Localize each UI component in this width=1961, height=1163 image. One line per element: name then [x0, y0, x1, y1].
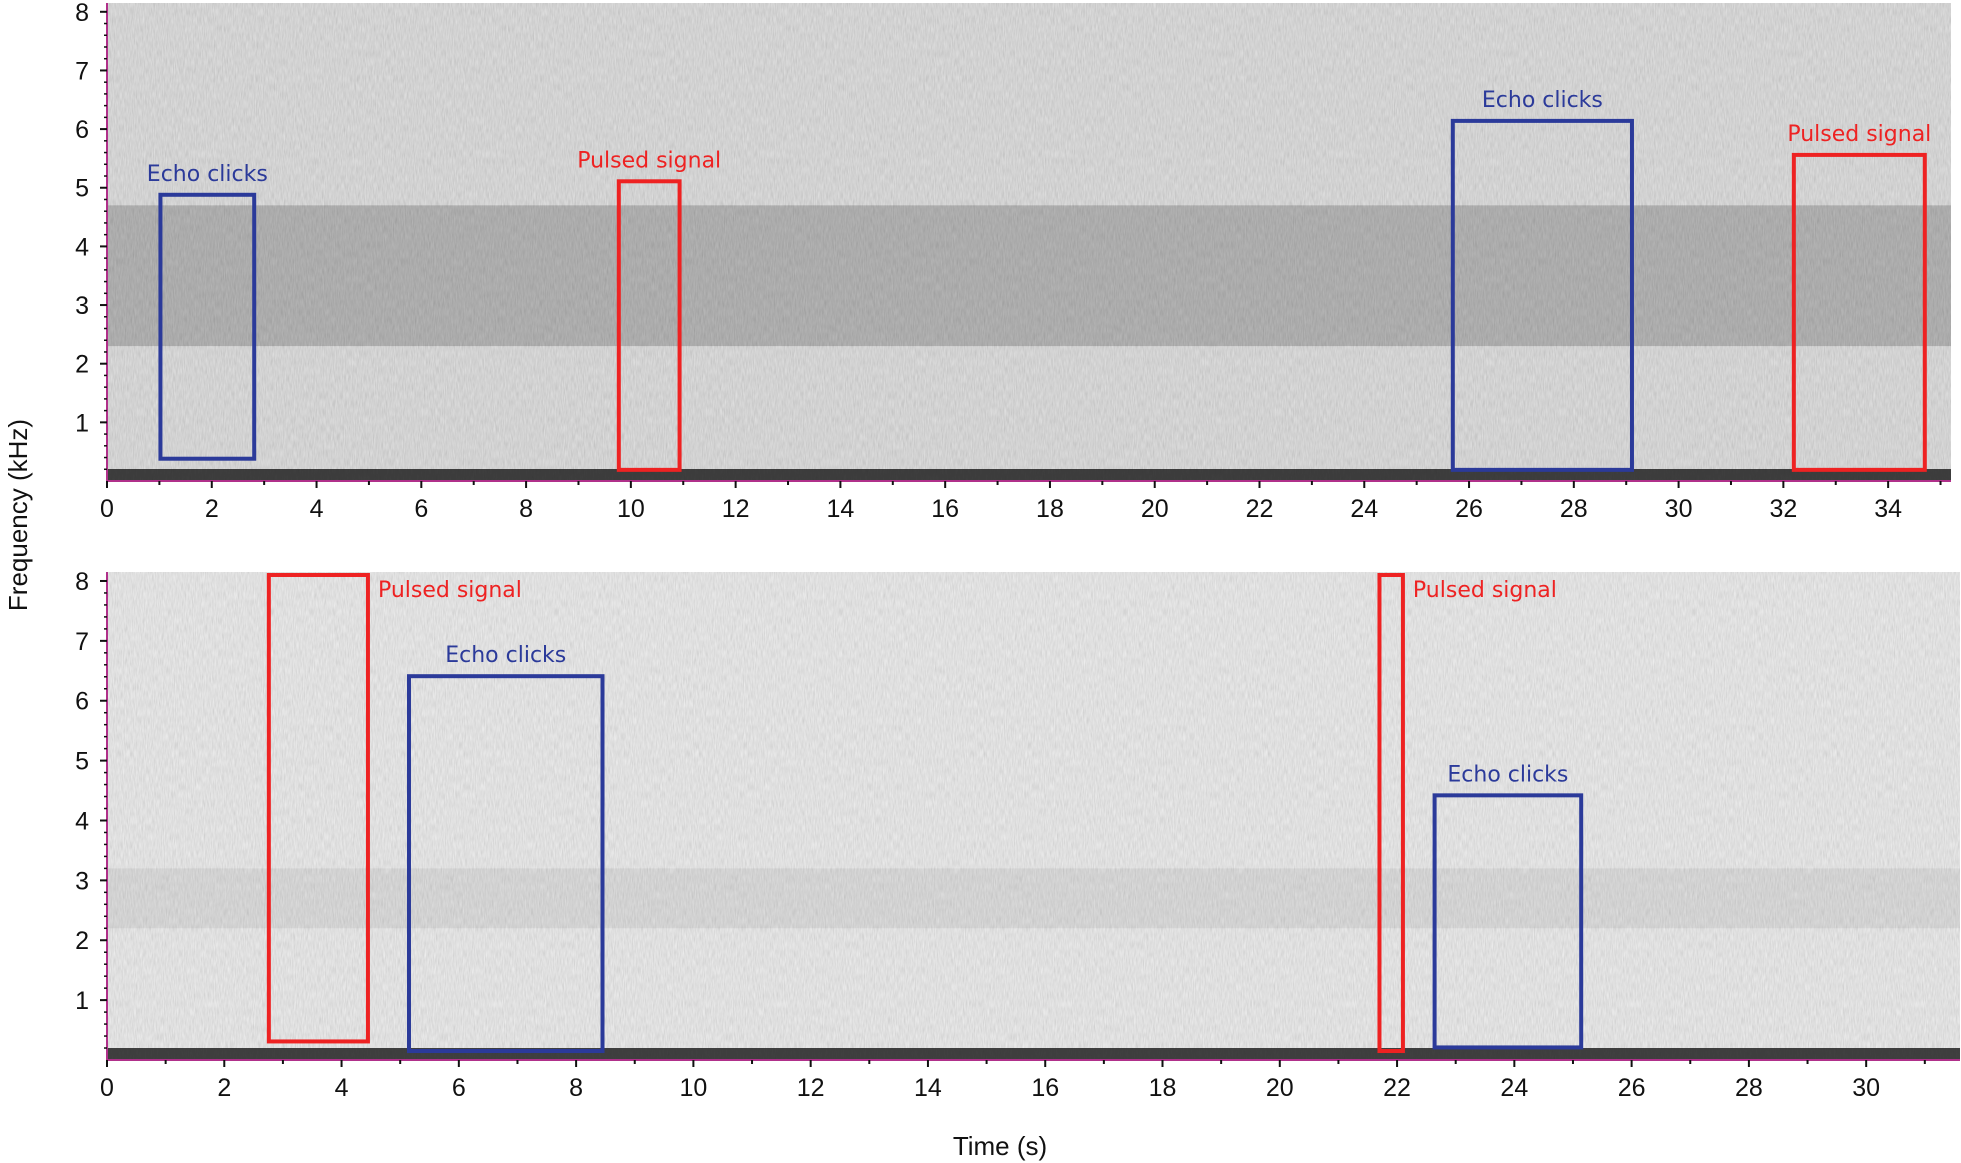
pulsed-signal-box [1791, 152, 1927, 472]
echo-clicks-label: Echo clicks [1482, 88, 1603, 113]
x-tick-label: 10 [617, 495, 645, 523]
x-tick-label: 22 [1383, 1074, 1411, 1102]
spectrogram-noise [107, 572, 1960, 1060]
x-tick-label: 18 [1149, 1074, 1177, 1102]
y-tick-label: 6 [75, 116, 89, 144]
y-tick-label: 5 [75, 748, 89, 776]
x-tick-label: 30 [1852, 1074, 1880, 1102]
energy-band [107, 205, 1951, 347]
x-tick-label: 24 [1350, 495, 1378, 523]
x-tick-label: 0 [100, 495, 114, 523]
x-tick-label: 20 [1266, 1074, 1294, 1102]
x-tick-label: 24 [1500, 1074, 1528, 1102]
pulsed-signal-label: Pulsed signal [577, 148, 721, 173]
y-tick-label: 2 [75, 927, 89, 955]
y-tick-label: 8 [75, 0, 89, 27]
y-tick-label: 4 [75, 233, 89, 261]
x-tick-label: 12 [722, 495, 750, 523]
y-tick-label: 7 [75, 628, 89, 656]
x-tick-label: 8 [519, 495, 533, 523]
y-axis-title: Frequency (kHz) [3, 419, 33, 611]
x-tick-label: 14 [827, 495, 855, 523]
x-tick-label: 26 [1618, 1074, 1646, 1102]
x-tick-label: 22 [1246, 495, 1274, 523]
pulsed-signal-label: Pulsed signal [1787, 122, 1931, 147]
echo-clicks-box [406, 674, 605, 1054]
x-tick-label: 6 [414, 495, 428, 523]
pulsed-signal-box [616, 179, 682, 472]
x-tick-label: 10 [679, 1074, 707, 1102]
low-frequency-noise [107, 1048, 1960, 1060]
x-tick-label: 26 [1455, 495, 1483, 523]
x-tick-label: 12 [797, 1074, 825, 1102]
echo-clicks-label: Echo clicks [147, 162, 268, 187]
echo-clicks-label: Echo clicks [1447, 762, 1568, 787]
x-axis-title: Time (s) [953, 1131, 1047, 1161]
echo-clicks-box [158, 192, 257, 461]
echo-clicks-box [1432, 793, 1584, 1050]
y-tick-label: 4 [75, 807, 89, 835]
x-tick-label: 30 [1665, 495, 1693, 523]
x-tick-label: 20 [1141, 495, 1169, 523]
y-tick-label: 3 [75, 292, 89, 320]
x-tick-label: 28 [1560, 495, 1588, 523]
x-tick-label: 14 [914, 1074, 942, 1102]
x-tick-label: 8 [569, 1074, 583, 1102]
energy-band [107, 868, 1960, 929]
x-tick-label: 18 [1036, 495, 1064, 523]
y-tick-label: 1 [75, 987, 89, 1015]
x-tick-label: 16 [931, 495, 959, 523]
x-tick-label: 16 [1031, 1074, 1059, 1102]
y-tick-label: 1 [75, 409, 89, 437]
pulsed-signal-label: Pulsed signal [378, 578, 522, 603]
echo-clicks-box [1450, 118, 1634, 472]
x-tick-label: 4 [310, 495, 324, 523]
x-tick-label: 0 [100, 1074, 114, 1102]
low-frequency-noise [107, 469, 1951, 481]
pulsed-signal-box [1377, 572, 1405, 1054]
pulsed-signal-label: Pulsed signal [1413, 578, 1557, 603]
y-tick-label: 7 [75, 57, 89, 85]
y-tick-label: 2 [75, 351, 89, 379]
x-tick-label: 6 [452, 1074, 466, 1102]
x-tick-label: 34 [1874, 495, 1902, 523]
x-tick-label: 28 [1735, 1074, 1763, 1102]
pulsed-signal-box [266, 572, 370, 1044]
x-tick-label: 2 [217, 1074, 231, 1102]
echo-clicks-label: Echo clicks [445, 643, 566, 668]
spectrogram-panel-1: 0 2 4 6 8 10 12 14 16 18 20 22 24 26 28 30 32 3412345678E… [75, 0, 1951, 523]
y-tick-label: 5 [75, 175, 89, 203]
x-tick-label: 32 [1769, 495, 1797, 523]
x-tick-label: 4 [335, 1074, 349, 1102]
y-tick-label: 8 [75, 568, 89, 596]
y-tick-label: 6 [75, 688, 89, 716]
y-tick-label: 3 [75, 867, 89, 895]
spectrogram-noise [107, 3, 1951, 481]
x-tick-label: 2 [205, 495, 219, 523]
